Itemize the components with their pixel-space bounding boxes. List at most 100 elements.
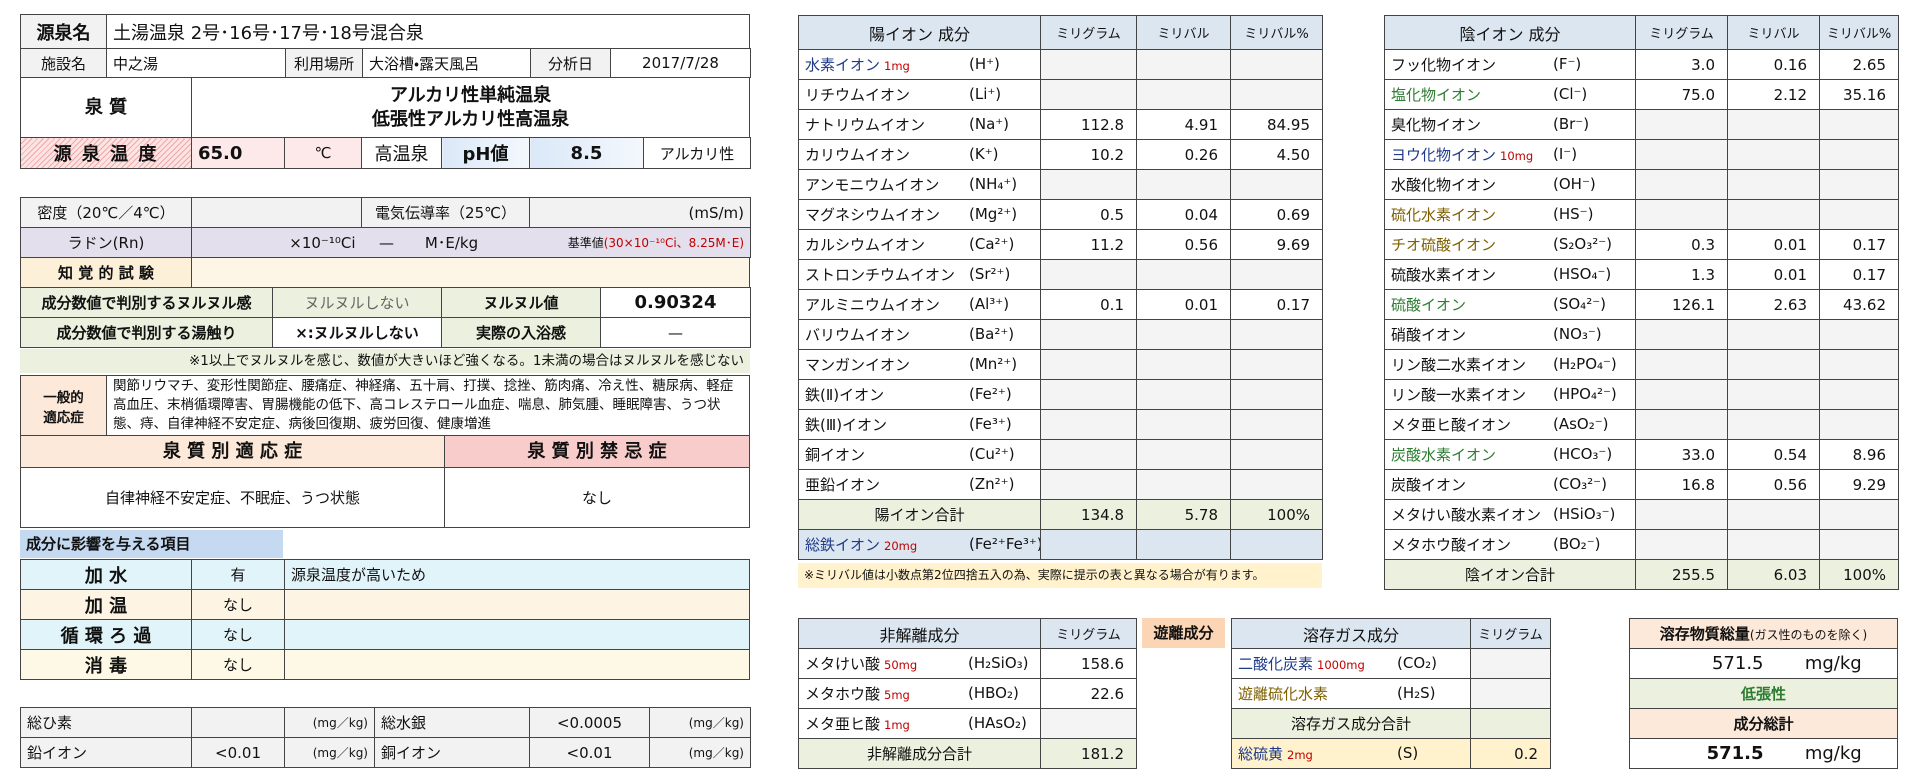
component-row: 二酸化炭素 1000mg (CO₂): [1231, 648, 1551, 679]
empty-cell: [1230, 169, 1323, 200]
name-cell: 硫酸水素イオン (HSO₄⁻): [1384, 259, 1636, 290]
component-row: マグネシウムイオン (Mg²⁺) 0.5 0.04 0.69: [798, 199, 1323, 230]
component-name: メタ亜ヒ酸: [805, 715, 881, 733]
limit-note: 20mg: [884, 539, 918, 553]
formula: (Fe²⁺): [969, 385, 1012, 403]
formula: (Li⁺): [969, 85, 1002, 103]
name-cell: 亜鉛イオン (Zn²⁺): [798, 469, 1041, 500]
cell: アルカリ性: [643, 137, 751, 169]
formula: (S₂O₃²⁻): [1553, 235, 1612, 253]
empty-cell: [1040, 439, 1137, 470]
cell: <0.01: [191, 737, 285, 768]
table: 成分数値で判別するヌルヌル感 ヌルヌルしない ヌルヌル値 0.90324 成分数値で判…: [20, 287, 751, 348]
value-cell: 0.16: [1727, 49, 1820, 80]
cell: 利用場所: [285, 48, 363, 78]
component-name: アルミニウムイオン: [805, 296, 940, 314]
row: 571.5 mg/kg: [1629, 648, 1898, 679]
value-cell: 10.2: [1040, 139, 1137, 170]
name-cell: メタ亜ヒ酸イオン (AsO₂⁻): [1384, 409, 1636, 440]
limit-note: 1mg: [884, 718, 910, 732]
component-row: メタ亜ヒ酸 1mg (HAsO₂): [798, 708, 1137, 739]
empty-cell: [1727, 529, 1820, 560]
name-cell: 鉄(Ⅲ)イオン (Fe³⁺): [798, 409, 1041, 440]
empty-cell: [1136, 79, 1231, 110]
cell: ヌルヌルしない: [272, 287, 442, 318]
component-row: チオ硫酸イオン (S₂O₃²⁻) 0.3 0.01 0.17: [1384, 229, 1899, 260]
cell: 泉 質 別 適 応 症: [20, 435, 445, 468]
empty-cell: [1635, 109, 1728, 140]
cell: 総ひ素: [20, 707, 192, 738]
total-label: 陰イオン合計: [1384, 559, 1636, 590]
table: 源 泉 温 度 65.0 ℃ 高温泉 pH値 8.5 アルカリ性: [20, 137, 751, 169]
cell: ×:ヌルヌルしない: [272, 317, 442, 348]
table: 一般的 適応症 関節リウマチ、変形性関節症、腰痛症、神経痛、五十肩、打撲、捻挫、筋肉…: [20, 375, 750, 436]
value-cell: 6.03: [1727, 559, 1820, 590]
empty-cell: [1136, 469, 1231, 500]
name-cell: メタホウ酸 5mg (HBO₂): [798, 678, 1041, 709]
value-cell: 2.63: [1727, 289, 1820, 320]
empty-cell: [1727, 109, 1820, 140]
empty-cell: [1819, 409, 1899, 440]
limit-note: 2mg: [1287, 748, 1313, 762]
component-name: 水素イオン: [805, 56, 881, 74]
value-cell: 35.16: [1819, 79, 1899, 110]
name-cell: リン酸一水素イオン (HPO₄²⁻): [1384, 379, 1636, 410]
formula: (Ba²⁺): [969, 325, 1015, 343]
component-name: 遊離硫化水素: [1238, 685, 1329, 703]
text: 適応症: [43, 409, 84, 426]
name-cell: 総鉄イオン 20mg (Fe²⁺Fe³⁺): [798, 529, 1041, 560]
empty-cell: [1230, 469, 1323, 500]
empty-cell: [1040, 529, 1137, 560]
empty-cell: [1727, 169, 1820, 200]
cell: 571.5: [1629, 738, 1770, 769]
footnote: ※ミリバル値は小数点第2位四捨五入の為、実際に提示の表と異なる場合が有ります。: [798, 563, 1322, 588]
cell: (mg／kg): [649, 707, 751, 738]
empty-cell: [1230, 319, 1323, 350]
element: 成分数値で判別するヌルヌル感 ヌルヌルしない ヌルヌル値 0.90324 成分数値で判…: [20, 287, 751, 348]
cell: 8.5: [529, 137, 644, 169]
formula: (Mg²⁺): [969, 205, 1018, 223]
formula: (OH⁻): [1553, 175, 1596, 193]
component-name: カルシウムイオン: [805, 236, 926, 254]
value-cell: 11.2: [1040, 229, 1137, 260]
component-name: アンモニウムイオン: [805, 176, 940, 194]
cell: [284, 589, 750, 620]
header-row: 溶存ガス成分 ミリグラム: [1231, 618, 1551, 649]
cell: (mg／kg): [284, 737, 375, 768]
formula: (Ca²⁺): [969, 235, 1015, 253]
component-row: メタ亜ヒ酸イオン (AsO₂⁻): [1384, 409, 1899, 440]
empty-cell: [1635, 169, 1728, 200]
value-cell: 1.3: [1635, 259, 1728, 290]
component-name: ナトリウムイオン: [805, 116, 926, 134]
formula: (Sr²⁺): [969, 265, 1011, 283]
header-cell: ミリグラム: [1040, 618, 1137, 649]
component-name: バリウムイオン: [805, 326, 911, 344]
component-row: メタホウ酸イオン (BO₂⁻): [1384, 529, 1899, 560]
table: 知 覚 的 試 験: [20, 257, 750, 288]
formula: (CO₂): [1397, 654, 1437, 672]
table: 施設名 中之湯 利用場所 大浴槽・露天風呂 分析日 2017/7/28: [20, 48, 751, 78]
table: 密度（20℃／4℃） 電気伝導率（25℃） (mS/m): [20, 197, 751, 228]
row: 密度（20℃／4℃） 電気伝導率（25℃） (mS/m): [20, 197, 751, 228]
name-cell: メタ亜ヒ酸 1mg (HAsO₂): [798, 708, 1041, 739]
text: アルカリ性単純温泉: [389, 84, 552, 106]
name-cell: 炭酸イオン (CO₃²⁻): [1384, 469, 1636, 500]
cell: 源 泉 温 度: [20, 137, 192, 169]
text: ※1以上でヌルヌルを感じ、数値が大きいほど強くなる。1未満の場合はヌルヌルを感じ…: [20, 349, 750, 373]
name-cell: ナトリウムイオン (Na⁺): [798, 109, 1041, 140]
empty-cell: [1136, 409, 1231, 440]
component-table: 陰イオン 成分 ミリグラム ミリバル ミリバル% フッ化物イオン (F⁻) 3.0 0.16 2…: [1384, 15, 1899, 590]
name-cell: ヨウ化物イオン 10mg (I⁻): [1384, 139, 1636, 170]
formula: (SO₄²⁻): [1553, 295, 1606, 313]
formula: (AsO₂⁻): [1553, 415, 1609, 433]
formula: (BO₂⁻): [1553, 535, 1601, 553]
component-name: マグネシウムイオン: [805, 206, 941, 224]
row: 571.5 mg/kg: [1629, 738, 1898, 769]
cell: 大浴槽・露天風呂: [362, 48, 531, 78]
cell: <0.01: [529, 737, 650, 768]
name-cell: 総硫黄 2mg (S): [1231, 738, 1471, 769]
empty-cell: [1136, 349, 1231, 380]
value-cell: 112.8: [1040, 109, 1137, 140]
row: 総ひ素 (mg／kg) 総水銀 <0.0005 (mg／kg): [20, 707, 751, 738]
row: 溶存物質総量(ガス性のものを除く): [1629, 618, 1898, 649]
